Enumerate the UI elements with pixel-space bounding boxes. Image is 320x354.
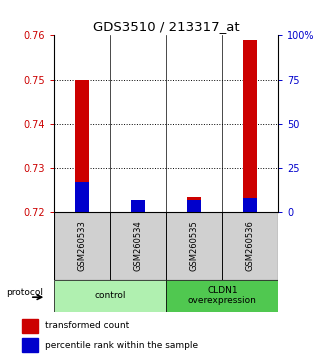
- Bar: [244, 40, 257, 212]
- Bar: [22, 338, 38, 352]
- Bar: [76, 80, 89, 212]
- Bar: [54, 280, 166, 312]
- Text: transformed count: transformed count: [45, 321, 129, 330]
- Bar: [132, 201, 145, 212]
- Text: GSM260535: GSM260535: [190, 221, 199, 272]
- Bar: [110, 212, 166, 280]
- Text: GSM260533: GSM260533: [78, 221, 87, 272]
- Bar: [76, 182, 89, 212]
- Text: protocol: protocol: [6, 287, 44, 297]
- Text: control: control: [95, 291, 126, 300]
- Text: CLDN1
overexpression: CLDN1 overexpression: [188, 286, 257, 305]
- Bar: [54, 212, 110, 280]
- Bar: [132, 200, 145, 212]
- Title: GDS3510 / 213317_at: GDS3510 / 213317_at: [93, 20, 240, 33]
- Text: percentile rank within the sample: percentile rank within the sample: [45, 341, 198, 350]
- Bar: [166, 212, 222, 280]
- Bar: [22, 319, 38, 333]
- Bar: [222, 212, 278, 280]
- Text: GSM260534: GSM260534: [134, 221, 143, 272]
- Bar: [166, 280, 278, 312]
- Bar: [188, 200, 201, 212]
- Bar: [244, 198, 257, 212]
- Text: GSM260536: GSM260536: [246, 221, 255, 272]
- Bar: [188, 197, 201, 212]
